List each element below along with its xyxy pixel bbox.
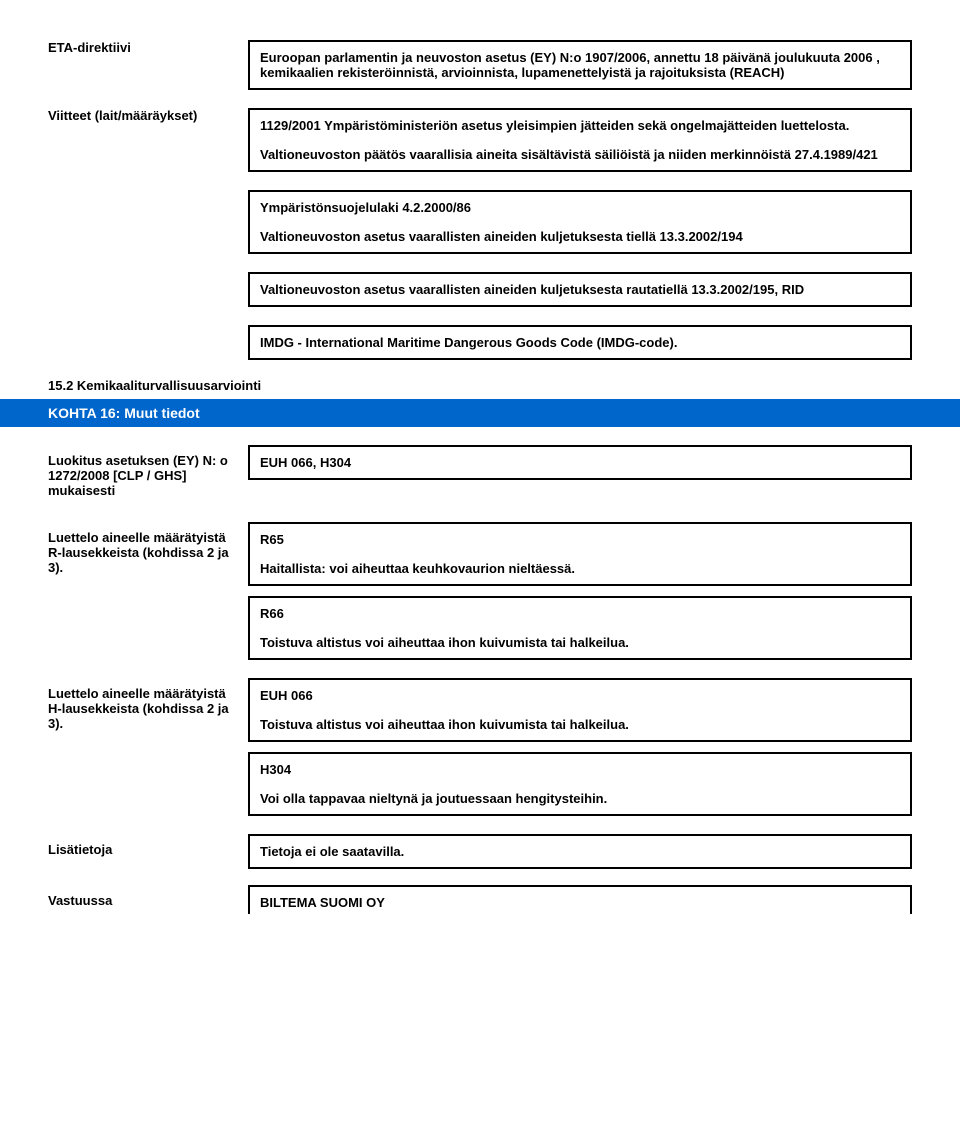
viitteet-block: Valtioneuvoston asetus vaarallisten aine… <box>260 282 900 297</box>
viitteet-extra1: Ympäristönsuojelulaki 4.2.2000/86 Valtio… <box>248 190 912 254</box>
viitteet-label: Viitteet (lait/määräykset) <box>48 108 248 172</box>
h-text: Toistuva altistus voi aiheuttaa ihon kui… <box>260 717 900 732</box>
r-box1: R65 Haitallista: voi aiheuttaa keuhkovau… <box>248 522 912 586</box>
eta-value: Euroopan parlamentin ja neuvoston asetus… <box>248 40 912 90</box>
viitteet-box1: 1129/2001 Ympäristöministeriön asetus yl… <box>248 108 912 172</box>
lisatietoja-label: Lisätietoja <box>48 834 248 857</box>
viitteet-block: Valtioneuvoston päätös vaarallisia ainei… <box>260 147 900 162</box>
luokitus-value: EUH 066, H304 <box>248 445 912 480</box>
h-extra: H304 Voi olla tappavaa nieltynä ja joutu… <box>248 752 912 816</box>
lisatietoja-value: Tietoja ei ole saatavilla. <box>248 834 912 869</box>
lisatietoja-row: Lisätietoja Tietoja ei ole saatavilla. <box>48 834 912 869</box>
vastuussa-label: Vastuussa <box>48 885 248 908</box>
viitteet-block: 1129/2001 Ympäristöministeriön asetus yl… <box>260 118 900 133</box>
viitteet-block: IMDG - International Maritime Dangerous … <box>260 335 900 350</box>
h-label: Luettelo aineelle määrätyistä H-lausekke… <box>48 678 248 731</box>
r-row: Luettelo aineelle määrätyistä R-lausekke… <box>48 522 912 586</box>
r-code: R66 <box>260 606 900 621</box>
h-text: Voi olla tappavaa nieltynä ja joutuessaa… <box>260 791 900 806</box>
r-code: R65 <box>260 532 900 547</box>
viitteet-extra2: Valtioneuvoston asetus vaarallisten aine… <box>248 272 912 307</box>
viitteet-row: Viitteet (lait/määräykset) 1129/2001 Ymp… <box>48 108 912 172</box>
luokitus-row: Luokitus asetuksen (EY) N: o 1272/2008 [… <box>48 445 912 498</box>
h-row: Luettelo aineelle määrätyistä H-lausekke… <box>48 678 912 742</box>
h-code: H304 <box>260 762 900 777</box>
viitteet-block: Valtioneuvoston asetus vaarallisten aine… <box>260 229 900 244</box>
vastuussa-value: BILTEMA SUOMI OY <box>248 885 912 914</box>
viitteet-extra3: IMDG - International Maritime Dangerous … <box>248 325 912 360</box>
eta-row: ETA-direktiivi Euroopan parlamentin ja n… <box>48 40 912 90</box>
vastuussa-row: Vastuussa BILTEMA SUOMI OY <box>48 885 912 914</box>
luokitus-label: Luokitus asetuksen (EY) N: o 1272/2008 [… <box>48 445 248 498</box>
section-15-2: 15.2 Kemikaaliturvallisuusarviointi <box>48 378 912 393</box>
r-text: Toistuva altistus voi aiheuttaa ihon kui… <box>260 635 900 650</box>
h-box1: EUH 066 Toistuva altistus voi aiheuttaa … <box>248 678 912 742</box>
h-code: EUH 066 <box>260 688 900 703</box>
r-extra: R66 Toistuva altistus voi aiheuttaa ihon… <box>248 596 912 660</box>
r-text: Haitallista: voi aiheuttaa keuhkovaurion… <box>260 561 900 576</box>
eta-label: ETA-direktiivi <box>48 40 248 90</box>
viitteet-block: Ympäristönsuojelulaki 4.2.2000/86 <box>260 200 900 215</box>
section-16-header: KOHTA 16: Muut tiedot <box>0 399 960 427</box>
r-label: Luettelo aineelle määrätyistä R-lausekke… <box>48 522 248 575</box>
